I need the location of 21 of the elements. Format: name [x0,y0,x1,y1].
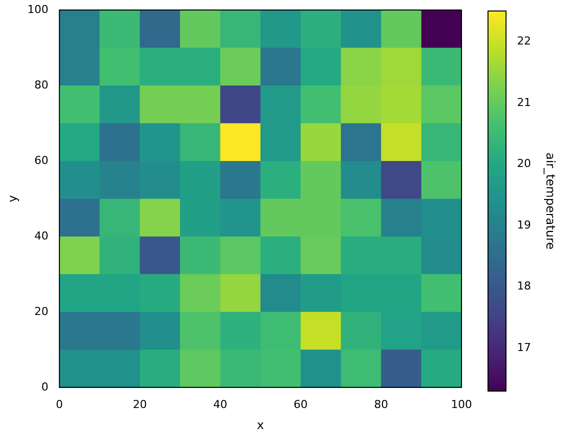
x-tick-label: 0 [56,398,63,411]
color-bar-label: 20 [517,157,531,170]
y-tick-label: 100 [27,2,48,16]
y-axis-title: y [5,195,20,202]
color-bar-label: 18 [517,280,531,293]
y-tick-label: 0 [41,380,48,394]
x-tick-label: 100 [451,398,472,411]
y-tick-label: 60 [34,154,48,167]
x-tick-label: 20 [132,398,147,411]
x-tick-label: 80 [374,398,388,411]
x-tick-label: 40 [213,398,228,411]
color-bar-label: 17 [517,340,531,354]
color-bar-label: 22 [517,34,531,48]
color-bar-title: air_temperature [544,152,558,250]
x-axis-title: x [256,418,264,432]
color-bar-label: 21 [517,96,531,109]
y-tick-label: 40 [34,229,48,242]
y-tick-label: 80 [34,78,48,92]
color-bar-label: 19 [517,218,531,232]
x-tick-label: 60 [294,398,308,411]
y-tick-label: 20 [34,304,48,318]
